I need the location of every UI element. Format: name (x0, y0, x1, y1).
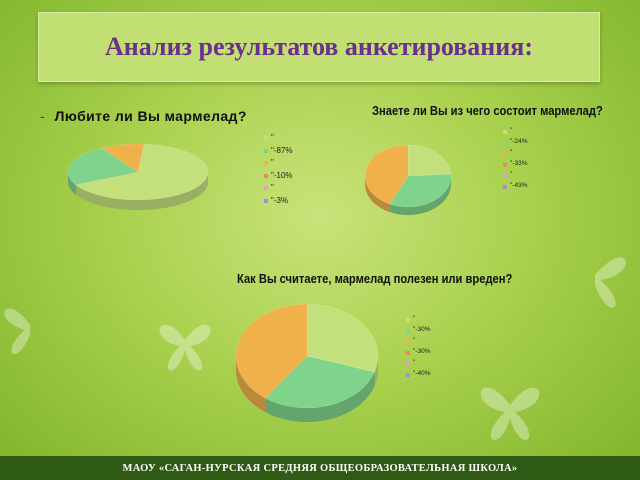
legend-item: " (503, 148, 527, 159)
chart3-pie (235, 303, 379, 422)
butterfly-decoration-left (4, 308, 30, 355)
legend-swatch (264, 161, 268, 166)
legend-item: " (264, 132, 293, 145)
legend-swatch (264, 186, 268, 191)
legend-item: "-30% (406, 347, 430, 358)
legend-swatch (503, 151, 507, 156)
pie-slice-side (75, 172, 208, 210)
legend-item: " (503, 170, 527, 181)
legend-label: "-33% (510, 160, 528, 168)
legend-label: " (413, 359, 416, 367)
legend-label: "-40% (413, 370, 431, 378)
legend-swatch (503, 129, 507, 134)
legend-swatch (406, 361, 410, 366)
slide-title: Анализ результатов анкетирования: (105, 32, 533, 61)
legend-label: " (510, 127, 513, 135)
legend-item: "-24% (503, 137, 527, 148)
legend-item: " (406, 336, 430, 347)
legend-label: " (271, 183, 274, 193)
bullet-dash: - (40, 108, 45, 124)
legend-label: " (271, 158, 274, 168)
pie-slice (264, 355, 375, 409)
chart2-pie (364, 144, 452, 215)
chart1-legend: " "-87% " "-10% " "-3% (264, 132, 293, 207)
chart3-legend: " "-30% " "-30% " "-40% (406, 314, 430, 380)
legend-item: " (406, 358, 430, 369)
legend-item: "-43% (503, 181, 527, 192)
butterfly-decoration-bottom (480, 387, 540, 440)
legend-label: " (413, 337, 416, 345)
chart2-legend: " "-24% " "-33% " "-43% (503, 126, 527, 192)
legend-swatch (264, 136, 268, 141)
legend-swatch (406, 328, 410, 333)
legend-swatch (503, 184, 507, 189)
legend-item: "-33% (503, 159, 527, 170)
pie-slice (67, 147, 139, 186)
legend-label: " (510, 171, 513, 179)
title-box: Анализ результатов анкетирования: (38, 12, 600, 82)
legend-swatch (406, 372, 410, 377)
pie-slice-side (389, 176, 451, 215)
legend-item: "-10% (264, 170, 293, 183)
legend-item: "-87% (264, 145, 293, 158)
footer-bar: МАОУ «САГАН-НУРСКАЯ СРЕДНЯЯ ОБЩЕОБРАЗОВА… (0, 456, 640, 480)
legend-swatch (264, 148, 268, 153)
legend-label: " (510, 149, 513, 157)
pie-slice-side (265, 372, 375, 422)
pie-slice (364, 144, 409, 205)
legend-item: "-40% (406, 369, 430, 380)
pie-slice-side (374, 356, 378, 387)
legend-label: "-30% (413, 348, 431, 356)
legend-item: " (503, 126, 527, 137)
legend-label: " (271, 133, 274, 143)
pie-slice (407, 144, 452, 177)
pie-slice (101, 143, 145, 173)
legend-swatch (503, 173, 507, 178)
chart3-title: Как Вы считаете, мармелад полезен или вр… (237, 271, 513, 286)
legend-item: " (264, 157, 293, 170)
chart1-pie (67, 143, 209, 210)
pie-slice (306, 303, 379, 373)
legend-swatch (503, 162, 507, 167)
pie-slice (235, 303, 308, 399)
legend-swatch (264, 198, 268, 203)
legend-swatch (406, 317, 410, 322)
legend-label: " (413, 315, 416, 323)
legend-label: "-87% (271, 145, 293, 155)
pie-slice (389, 173, 452, 208)
pie-slice (75, 143, 209, 201)
pie-slice-side (365, 176, 390, 213)
legend-label: "-24% (510, 138, 528, 146)
pie-slice-side (236, 356, 266, 413)
legend-swatch (264, 173, 268, 178)
butterfly-decoration-mid (159, 324, 211, 371)
legend-item: "-30% (406, 325, 430, 336)
legend-item: " (406, 314, 430, 325)
legend-label: "-30% (413, 326, 431, 334)
legend-label: "-10% (271, 170, 293, 180)
pie-slice-side (68, 172, 76, 195)
legend-label: "-43% (510, 182, 528, 190)
legend-label: "-3% (271, 195, 289, 205)
chart1-header: - Любите ли Вы мармелад? (40, 108, 247, 124)
footer-text: МАОУ «САГАН-НУРСКАЯ СРЕДНЯЯ ОБЩЕОБРАЗОВА… (122, 462, 518, 474)
legend-swatch (406, 339, 410, 344)
legend-item: "-3% (264, 195, 293, 208)
chart2-title: Знаете ли Вы из чего состоит мармелад? (372, 103, 603, 118)
legend-item: " (264, 182, 293, 195)
legend-swatch (406, 350, 410, 355)
chart1-title: Любите ли Вы мармелад? (54, 108, 247, 124)
legend-swatch (503, 140, 507, 145)
butterfly-decoration-right (595, 257, 626, 308)
